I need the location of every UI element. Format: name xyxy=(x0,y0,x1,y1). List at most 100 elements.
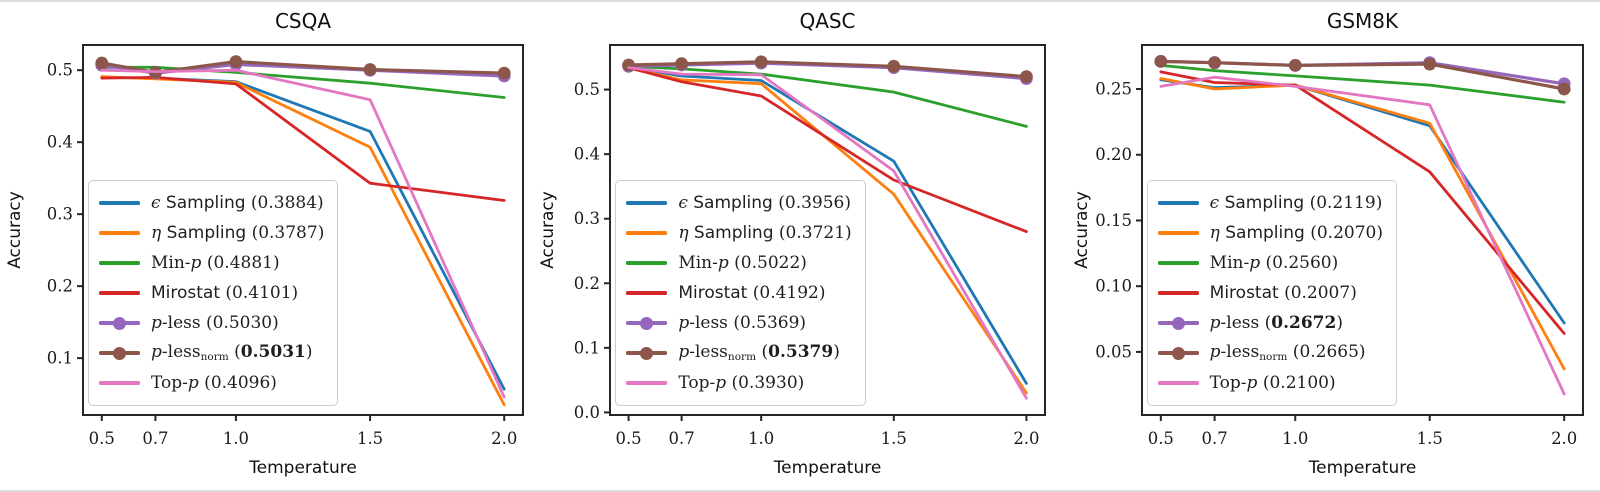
y-tick-label: 0.2 xyxy=(47,277,73,296)
legend-marker-icon xyxy=(1171,346,1185,360)
legend-line-sample-p-less-norm xyxy=(626,346,668,361)
legend-label-segment: p xyxy=(717,252,729,273)
legend-line-sample-p-less-norm xyxy=(99,346,140,361)
legend-label-epsilon-sampling: ϵ Sampling (0.2119) xyxy=(1209,192,1383,213)
legend-label-top-p: Top-p (0.4096) xyxy=(151,372,277,393)
series-marker-p-less-norm xyxy=(497,66,511,80)
legend-line-sample-eta-sampling xyxy=(626,226,668,241)
x-tick-label: 1.5 xyxy=(881,429,907,448)
legend-item-epsilon-sampling: ϵ Sampling (0.2119) xyxy=(1157,188,1383,218)
legend-label-segment: Top- xyxy=(151,372,188,393)
series-marker-p-less-norm xyxy=(363,63,377,76)
x-tick-label: 1.0 xyxy=(748,429,774,448)
x-tick-label: 2.0 xyxy=(491,429,517,448)
legend-label-segment: Sampling xyxy=(1219,222,1311,243)
legend-label-segment: norm xyxy=(200,350,229,363)
legend-line-sample-epsilon-sampling xyxy=(1157,196,1199,211)
x-tick-label: 0.7 xyxy=(669,429,695,448)
legend-label-segment: (0.2665) xyxy=(1287,341,1366,362)
x-tick-label: 0.5 xyxy=(1147,429,1173,448)
legend-label-segment: (0.2007) xyxy=(1284,282,1357,303)
legend-marker-icon xyxy=(113,316,126,330)
legend-label-segment: (0.5030) xyxy=(205,312,279,333)
legend-marker-icon xyxy=(640,316,654,330)
legend-label-segment: p xyxy=(1246,372,1258,393)
legend-label-segment: ϵ xyxy=(1209,192,1220,213)
legend-line-sample-p-less xyxy=(99,316,140,331)
legend-line-sample-mirostat xyxy=(626,286,668,301)
series-marker-p-less-norm xyxy=(95,56,109,70)
legend-label-segment: Mirostat xyxy=(678,282,753,303)
series-marker-p-less-norm xyxy=(755,55,768,69)
x-tick-label: 0.7 xyxy=(1201,429,1227,448)
legend-marker-icon xyxy=(113,346,126,360)
legend-item-top-p: Top-p (0.4096) xyxy=(99,368,324,398)
legend-label-segment: -less xyxy=(161,312,206,333)
legend-label-segment: (0.4101) xyxy=(225,282,299,303)
legend-label-segment: p xyxy=(678,341,690,362)
legend-label-p-less-norm: p-lessnorm (0.2665) xyxy=(1210,341,1366,362)
plot-box xyxy=(609,44,1047,416)
legend-line-icon xyxy=(1157,261,1199,265)
legend-label-min-p: Min-p (0.5022) xyxy=(678,252,807,273)
series-line-mirostat xyxy=(627,66,1029,234)
legend-label-segment: 0.2672 xyxy=(1271,312,1337,333)
legend-item-mirostat: Mirostat (0.4101) xyxy=(99,278,324,308)
legend-item-eta-sampling: η Sampling (0.2070) xyxy=(1157,218,1383,248)
legend-label-segment: (0.5022) xyxy=(728,252,807,273)
x-axis-label: Temperature xyxy=(248,458,357,478)
legend-label-segment: ) xyxy=(1336,312,1343,333)
legend-line-sample-epsilon-sampling xyxy=(99,196,140,211)
legend-label-segment: (0.4096) xyxy=(198,372,277,393)
legend-label-segment: -less xyxy=(1220,312,1265,333)
series-line-min-p xyxy=(100,65,506,99)
legend-item-mirostat: Mirostat (0.2007) xyxy=(1157,278,1383,308)
legend-line-icon xyxy=(99,261,140,265)
legend-label-min-p: Min-p (0.2560) xyxy=(1209,252,1339,273)
legend-line-sample-mirostat xyxy=(1157,286,1199,301)
legend-label-segment: p xyxy=(151,312,162,333)
legend-label-segment: η xyxy=(1209,222,1220,243)
legend-item-eta-sampling: η Sampling (0.3721) xyxy=(626,218,852,248)
legend-label-segment: (0.2560) xyxy=(1260,252,1339,273)
plot-svg-qasc: 0.5 0.7 1.0 1.5 2.0 0.0 0.1 0.2 0.3 0.4 0.5 QASC Tem… xyxy=(538,9,1047,478)
legend-label-segment: Min- xyxy=(678,252,718,273)
legend-box-csqa: ϵ Sampling (0.3884) η Sampling (0.3787) Mi… xyxy=(88,180,339,406)
legend-label-segment: η xyxy=(678,222,689,243)
legend-label-segment: (0.3787) xyxy=(251,222,325,243)
legend-item-min-p: Min-p (0.2560) xyxy=(1157,248,1383,278)
y-tick-label: 0.1 xyxy=(574,338,600,357)
legend-label-segment: ) xyxy=(305,341,313,362)
legend-label-segment: Min- xyxy=(1209,252,1250,273)
x-tick-label: 1.5 xyxy=(357,429,383,448)
y-axis-label: Accuracy xyxy=(5,191,25,269)
legend-label-eta-sampling: η Sampling (0.3787) xyxy=(151,222,325,243)
legend-label-segment: Top- xyxy=(1209,372,1247,393)
series-line-top-p xyxy=(1159,75,1566,396)
legend-label-p-less-norm: p-lessnorm (0.5379) xyxy=(678,341,840,362)
legend-label-segment: p xyxy=(1209,312,1221,333)
legend-label-top-p: Top-p (0.2100) xyxy=(1209,372,1336,393)
legend-label-segment: Sampling xyxy=(688,222,779,243)
series-marker-p-less-norm xyxy=(1557,82,1571,96)
legend-label-p-less: p-less (0.2672) xyxy=(1209,312,1343,333)
legend-label-segment: ( xyxy=(756,341,769,362)
legend-line-icon xyxy=(99,201,140,205)
legend-label-segment: ( xyxy=(228,341,241,362)
chart-title-gsm8k: GSM8K xyxy=(1327,9,1399,33)
x-tick-label: 1.5 xyxy=(1416,429,1442,448)
series-marker-p-less-norm xyxy=(1154,55,1167,68)
legend-line-icon xyxy=(99,291,140,295)
legend-label-segment: -less xyxy=(689,341,728,362)
plot-box xyxy=(1140,44,1584,416)
legend-label-segment: Sampling xyxy=(160,192,251,213)
legend-line-sample-top-p xyxy=(99,376,140,391)
y-tick-label: 0.0 xyxy=(574,403,600,422)
legend-item-p-less-norm: p-lessnorm (0.5379) xyxy=(626,338,851,368)
legend-label-segment: Top- xyxy=(678,372,716,393)
legend-label-mirostat: Mirostat (0.4192) xyxy=(678,282,825,303)
legend-item-epsilon-sampling: ϵ Sampling (0.3884) xyxy=(99,188,324,218)
legend-label-segment: Mirostat xyxy=(151,282,226,303)
legend-label-p-less: p-less (0.5030) xyxy=(151,312,279,333)
